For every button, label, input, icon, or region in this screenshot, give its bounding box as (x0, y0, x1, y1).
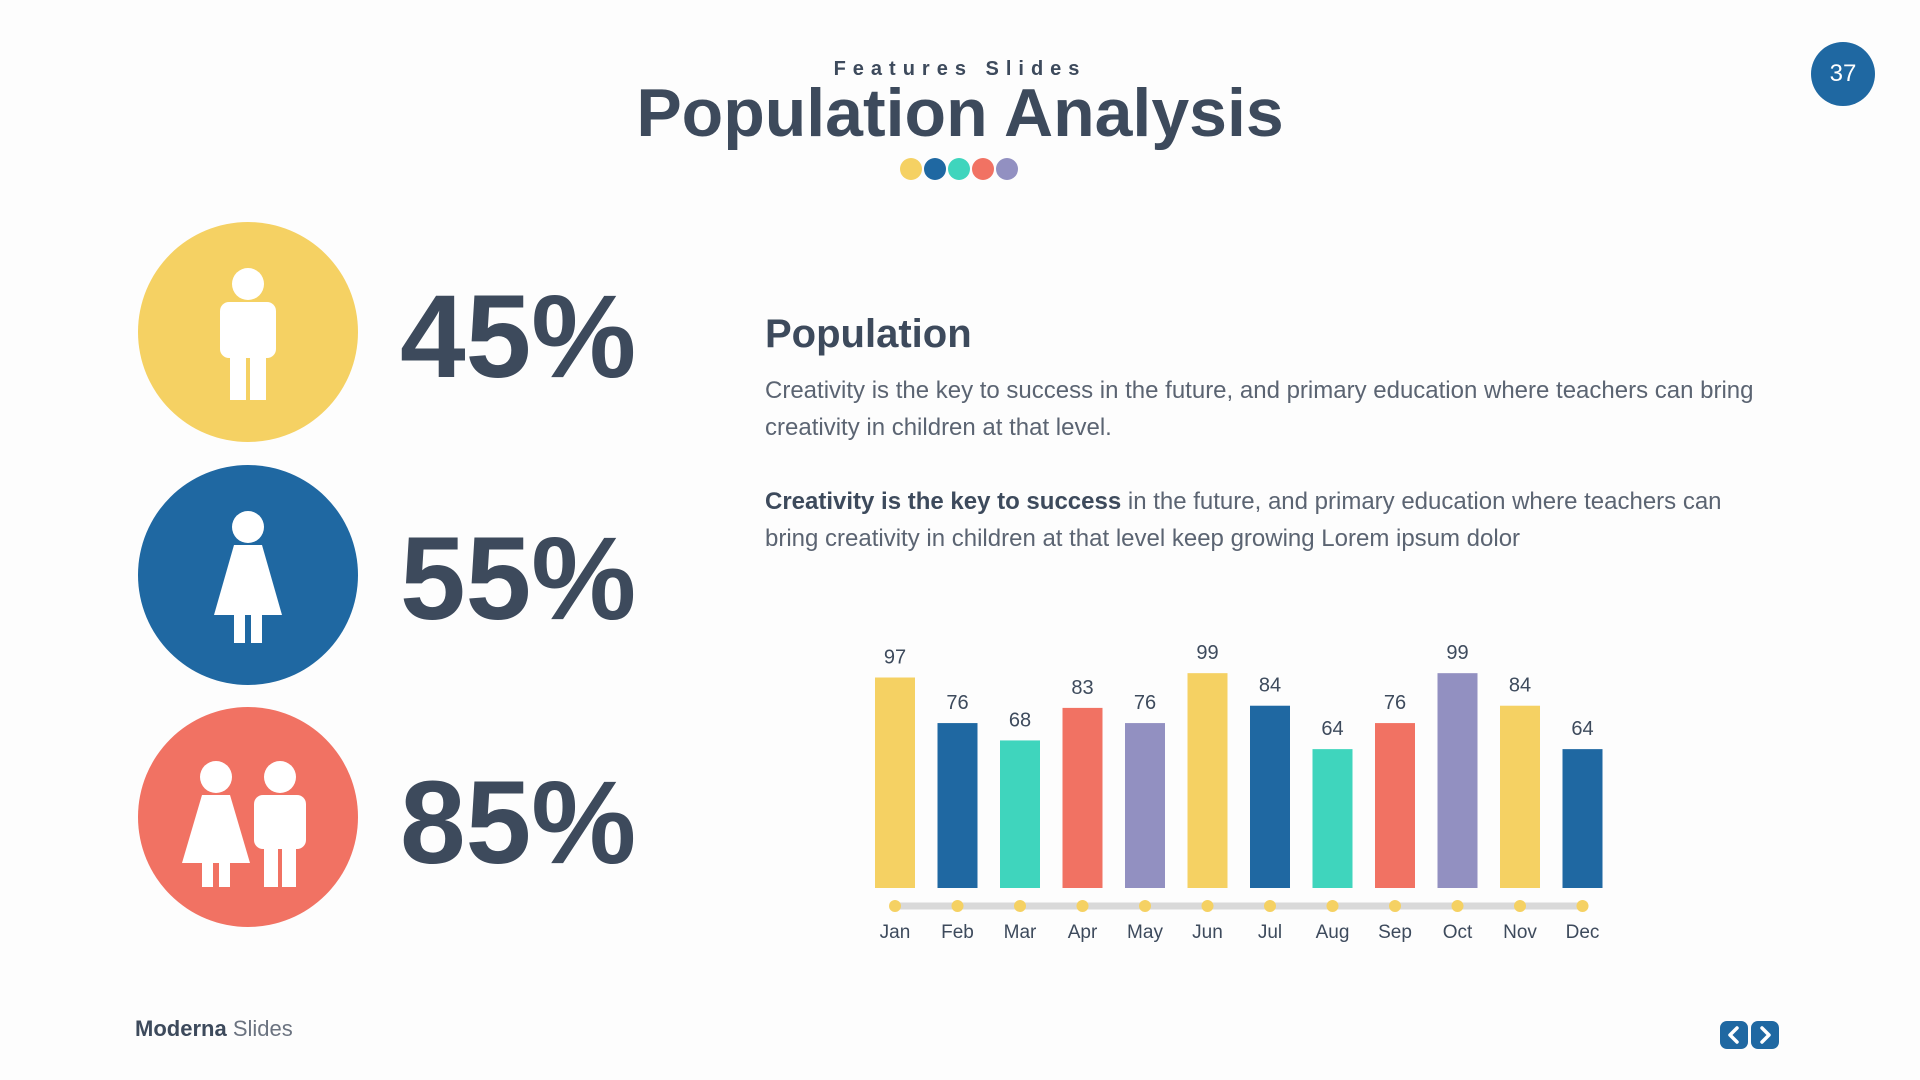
chevron-right-icon (1760, 1026, 1771, 1044)
man-icon (220, 268, 276, 400)
tick-label-jun: Jun (1192, 922, 1223, 943)
timeline-dot-feb (951, 900, 964, 912)
tick-label-apr: Apr (1068, 922, 1098, 943)
dot-blue (924, 158, 946, 180)
data-label-jan: 97 (884, 647, 906, 669)
prev-slide-button[interactable] (1720, 1021, 1748, 1049)
tick-label-jul: Jul (1258, 922, 1282, 943)
population-bar-chart: 97 Jan 76 Feb 68 Mar 83 Apr 76 May 99 Jun 84 Jul 64 Aug… (875, 642, 1603, 943)
tick-label-jan: Jan (880, 922, 911, 943)
dot-yellow (900, 158, 922, 180)
tick-label-mar: Mar (1004, 922, 1037, 943)
bar-mar (1000, 740, 1040, 888)
next-slide-button[interactable] (1751, 1021, 1779, 1049)
brand-name: Moderna (135, 1016, 227, 1041)
bar-aug (1312, 749, 1353, 888)
timeline-dot-oct (1451, 900, 1464, 912)
tick-label-sep: Sep (1378, 922, 1412, 943)
stat-circle-woman (138, 465, 358, 685)
slide-title: Population Analysis (636, 75, 1284, 151)
brand-footer: Moderna Slides (135, 1016, 293, 1042)
tick-label-nov: Nov (1503, 922, 1537, 943)
timeline-dot-dec (1576, 900, 1589, 912)
bar-jul (1250, 705, 1290, 888)
bar-sep (1375, 723, 1415, 888)
data-label-apr: 83 (1071, 677, 1093, 699)
bar-oct (1437, 673, 1478, 888)
page-number-badge: 37 (1811, 42, 1875, 106)
bar-jun (1187, 673, 1228, 888)
paragraph-2-rest: in the future, and primary education whe… (765, 488, 1722, 552)
timeline-dot-apr (1076, 900, 1089, 912)
dot-coral (972, 158, 994, 180)
paragraph-2-bold: Creativity is the key to success (765, 488, 1122, 515)
bar-may (1125, 723, 1165, 888)
chevron-left-icon (1728, 1026, 1739, 1044)
timeline-dot-mar (1014, 900, 1026, 912)
timeline-dot-jul (1264, 900, 1276, 912)
data-label-oct: 99 (1446, 642, 1468, 664)
paragraph-1: Creativity is the key to success in the … (765, 377, 1754, 441)
woman-icon (214, 511, 282, 643)
stat-value-1: 45% (400, 271, 637, 403)
stat-circle-couple (138, 707, 358, 927)
data-label-nov: 84 (1509, 675, 1531, 697)
bar-dec (1562, 749, 1603, 888)
paragraph-2: Creativity is the key to success in the … (765, 483, 1765, 557)
brand-suffix: Slides (232, 1016, 293, 1041)
section-heading: Population (765, 312, 972, 356)
couple-icon (182, 761, 306, 887)
timeline-dot-jun (1201, 900, 1214, 912)
stat-circle-man (138, 222, 358, 442)
color-dots (900, 158, 1018, 180)
tick-label-feb: Feb (941, 922, 974, 943)
data-label-may: 76 (1134, 692, 1156, 714)
bar-feb (937, 723, 978, 888)
stat-value-3: 85% (400, 757, 637, 889)
timeline-dot-sep (1389, 900, 1401, 912)
data-label-jul: 84 (1259, 675, 1281, 697)
tick-label-aug: Aug (1316, 922, 1350, 943)
bar-nov (1500, 705, 1540, 888)
tick-label-may: May (1127, 922, 1163, 943)
bar-apr (1062, 707, 1103, 888)
tick-label-oct: Oct (1443, 922, 1473, 943)
data-label-feb: 76 (946, 692, 968, 714)
data-label-dec: 64 (1571, 718, 1593, 740)
timeline-dot-nov (1514, 900, 1526, 912)
bar-jan (875, 677, 915, 888)
data-label-sep: 76 (1384, 692, 1406, 714)
slide-subtitle: Features Slides (833, 58, 1087, 80)
timeline-dot-jan (889, 900, 901, 912)
timeline-dot-aug (1326, 900, 1339, 912)
dot-purple (996, 158, 1018, 180)
data-label-mar: 68 (1009, 709, 1031, 731)
data-label-aug: 64 (1321, 718, 1343, 740)
tick-label-dec: Dec (1566, 922, 1600, 943)
data-label-jun: 99 (1196, 642, 1218, 664)
dot-teal (948, 158, 970, 180)
stat-value-2: 55% (400, 513, 637, 645)
timeline-dot-may (1139, 900, 1151, 912)
